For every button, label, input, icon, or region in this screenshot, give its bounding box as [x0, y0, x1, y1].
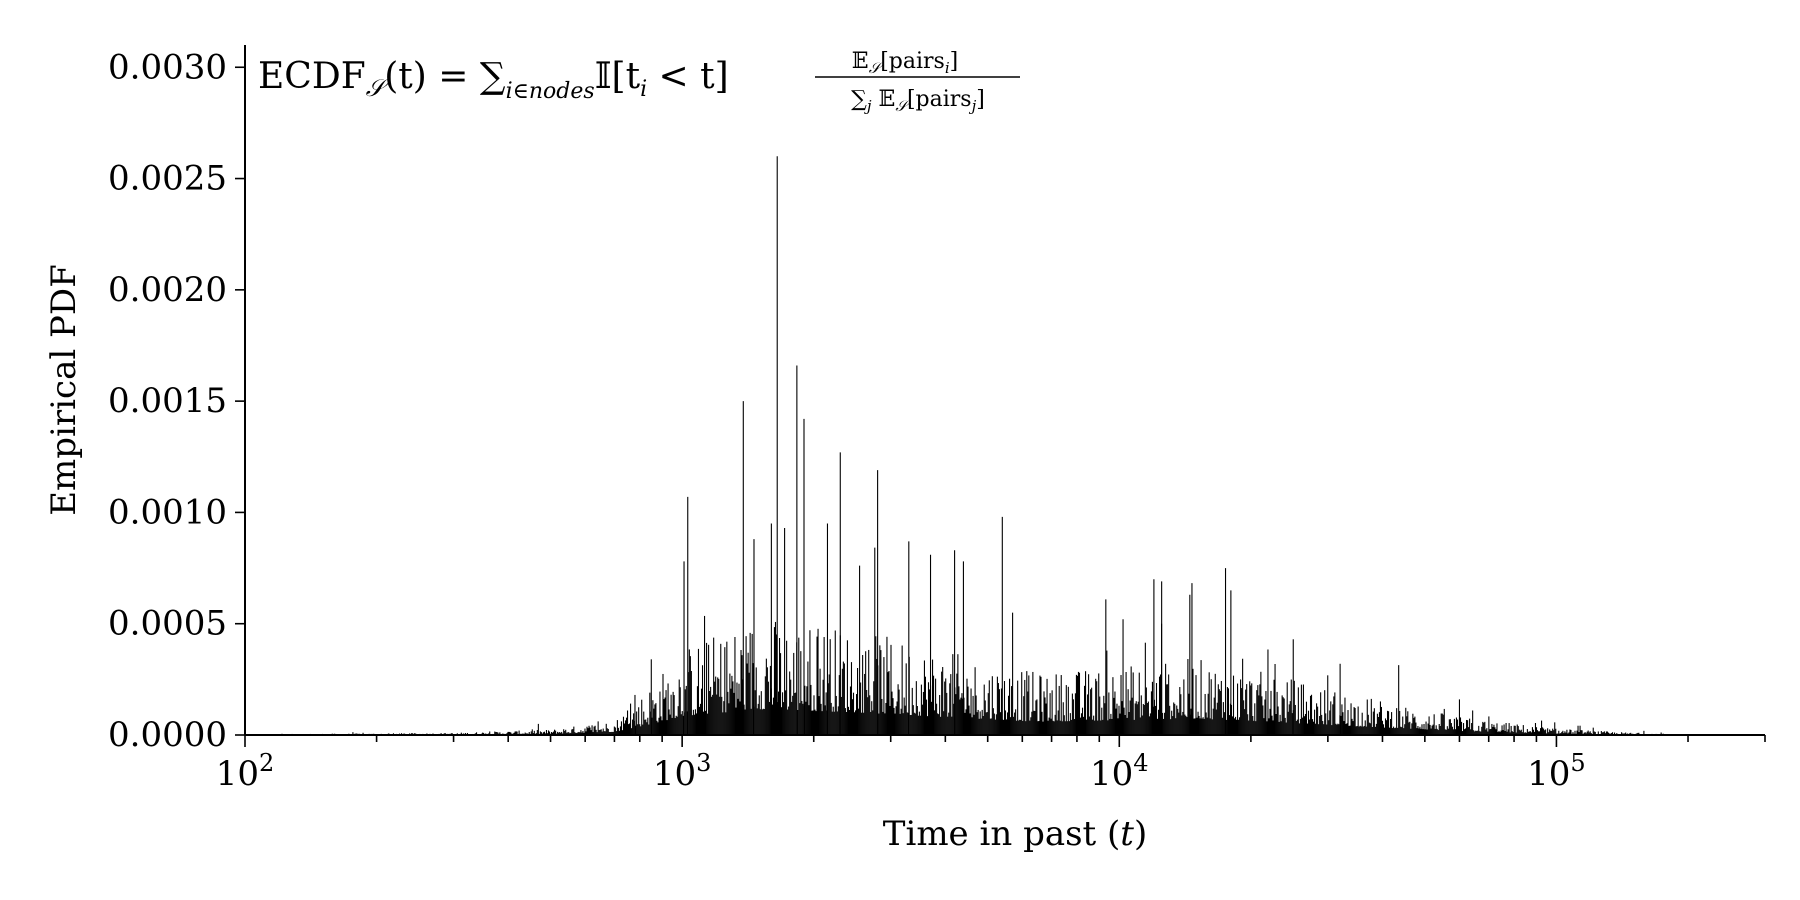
x-axis-title: Time in past (t) [883, 814, 1147, 854]
y-tick-label: 0.0005 [108, 604, 227, 644]
formula-denominator: ∑j 𝔼𝒮[pairsj] [851, 87, 985, 115]
y-tick-label: 0.0010 [108, 492, 227, 532]
y-ticks-group: 0.0000 0.0005 0.0010 0.0015 0.0020 0.0025 0.00… [108, 47, 245, 755]
y-axis-title: Empirical PDF [44, 264, 84, 516]
y-tick-label: 0.0000 [108, 715, 227, 755]
x-tick-label: 104 [1090, 749, 1149, 794]
ecdf-formula-annotation: ECDF𝒮(t) = ∑i∈nodes𝕀[ti < t] [258, 56, 729, 104]
y-tick-label: 0.0030 [108, 47, 227, 87]
x-tick-label: 103 [653, 749, 712, 794]
y-tick-label: 0.0015 [108, 381, 227, 421]
y-tick-label: 0.0025 [108, 159, 227, 199]
x-ticks-group: 102 103 104 105 [216, 735, 1766, 794]
y-tick-label: 0.0020 [108, 270, 227, 310]
formula-numerator: 𝔼𝒮[pairsi] [852, 49, 958, 77]
bars-group [244, 156, 1758, 735]
x-tick-label: 105 [1527, 749, 1586, 794]
axes-group [244, 45, 1765, 736]
x-tick-label: 102 [216, 749, 275, 794]
